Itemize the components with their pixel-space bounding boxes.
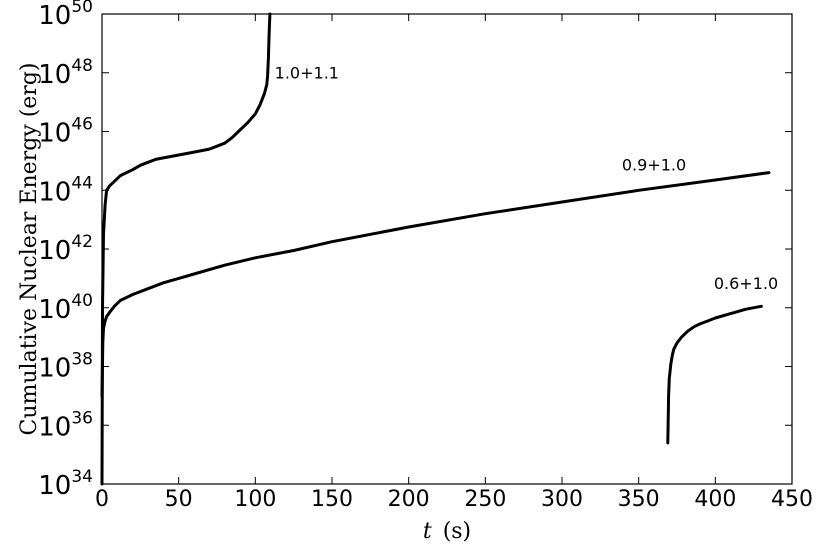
x-tick-label: 200	[388, 487, 430, 512]
y-axis-label: Cumulative Nuclear Energy (erg)	[17, 63, 42, 436]
y-tick-base: 10	[38, 1, 71, 31]
y-tick-exponent: 40	[71, 291, 93, 311]
x-axis-label-unit: (s)	[443, 519, 471, 544]
x-tick-label: 0	[95, 487, 109, 512]
x-tick-label: 150	[311, 487, 353, 512]
x-tick-label: 450	[771, 487, 813, 512]
x-tick-label: 350	[618, 487, 660, 512]
y-tick-base: 10	[38, 412, 71, 442]
y-tick-label: 1046	[38, 115, 93, 149]
series-lines	[100, 12, 771, 486]
y-tick-base: 10	[38, 177, 71, 207]
y-tick-label: 1048	[38, 56, 93, 90]
y-tick-exponent: 42	[71, 232, 93, 252]
y-tick-label: 1036	[38, 408, 93, 442]
y-tick-exponent: 36	[71, 408, 93, 428]
series-label-1: 1.0+1.1	[275, 64, 339, 83]
y-tick-exponent: 48	[71, 56, 93, 76]
y-tick-exponent: 46	[71, 115, 93, 135]
x-tick-label: 300	[541, 487, 583, 512]
y-tick-label: 1034	[38, 467, 93, 501]
x-axis: 0 50 100 150 200 250 300 350 400 450	[95, 14, 813, 512]
x-tick-label: 50	[165, 487, 193, 512]
series-line-3	[666, 304, 763, 445]
x-axis-label-var: t	[423, 519, 432, 544]
series-line-1	[100, 12, 272, 486]
x-axis-label: t (s)	[423, 519, 471, 544]
x-tick-label: 400	[694, 487, 736, 512]
series-label-2: 0.9+1.0	[622, 155, 686, 174]
y-tick-base: 10	[38, 295, 71, 325]
plot-area	[101, 13, 793, 485]
y-tick-exponent: 50	[71, 0, 93, 17]
y-tick-exponent: 38	[71, 350, 93, 370]
y-tick-label: 1042	[38, 232, 93, 266]
y-tick-base: 10	[38, 354, 71, 384]
y-tick-base: 10	[38, 471, 71, 501]
series-line-2	[100, 171, 771, 398]
y-tick-label: 1044	[38, 173, 93, 207]
y-tick-base: 10	[38, 119, 71, 149]
y-tick-label: 1050	[38, 0, 93, 31]
y-tick-exponent: 44	[71, 173, 93, 193]
y-tick-base: 10	[38, 236, 71, 266]
y-tick-label: 1038	[38, 350, 93, 384]
y-tick-exponent: 34	[71, 467, 93, 487]
x-tick-label: 250	[464, 487, 506, 512]
series-labels: 1.0+1.1 0.9+1.0 0.6+1.0	[275, 64, 778, 294]
series-label-3: 0.6+1.0	[714, 274, 778, 293]
x-tick-label: 100	[234, 487, 276, 512]
y-tick-base: 10	[38, 60, 71, 90]
y-tick-label: 1040	[38, 291, 93, 325]
